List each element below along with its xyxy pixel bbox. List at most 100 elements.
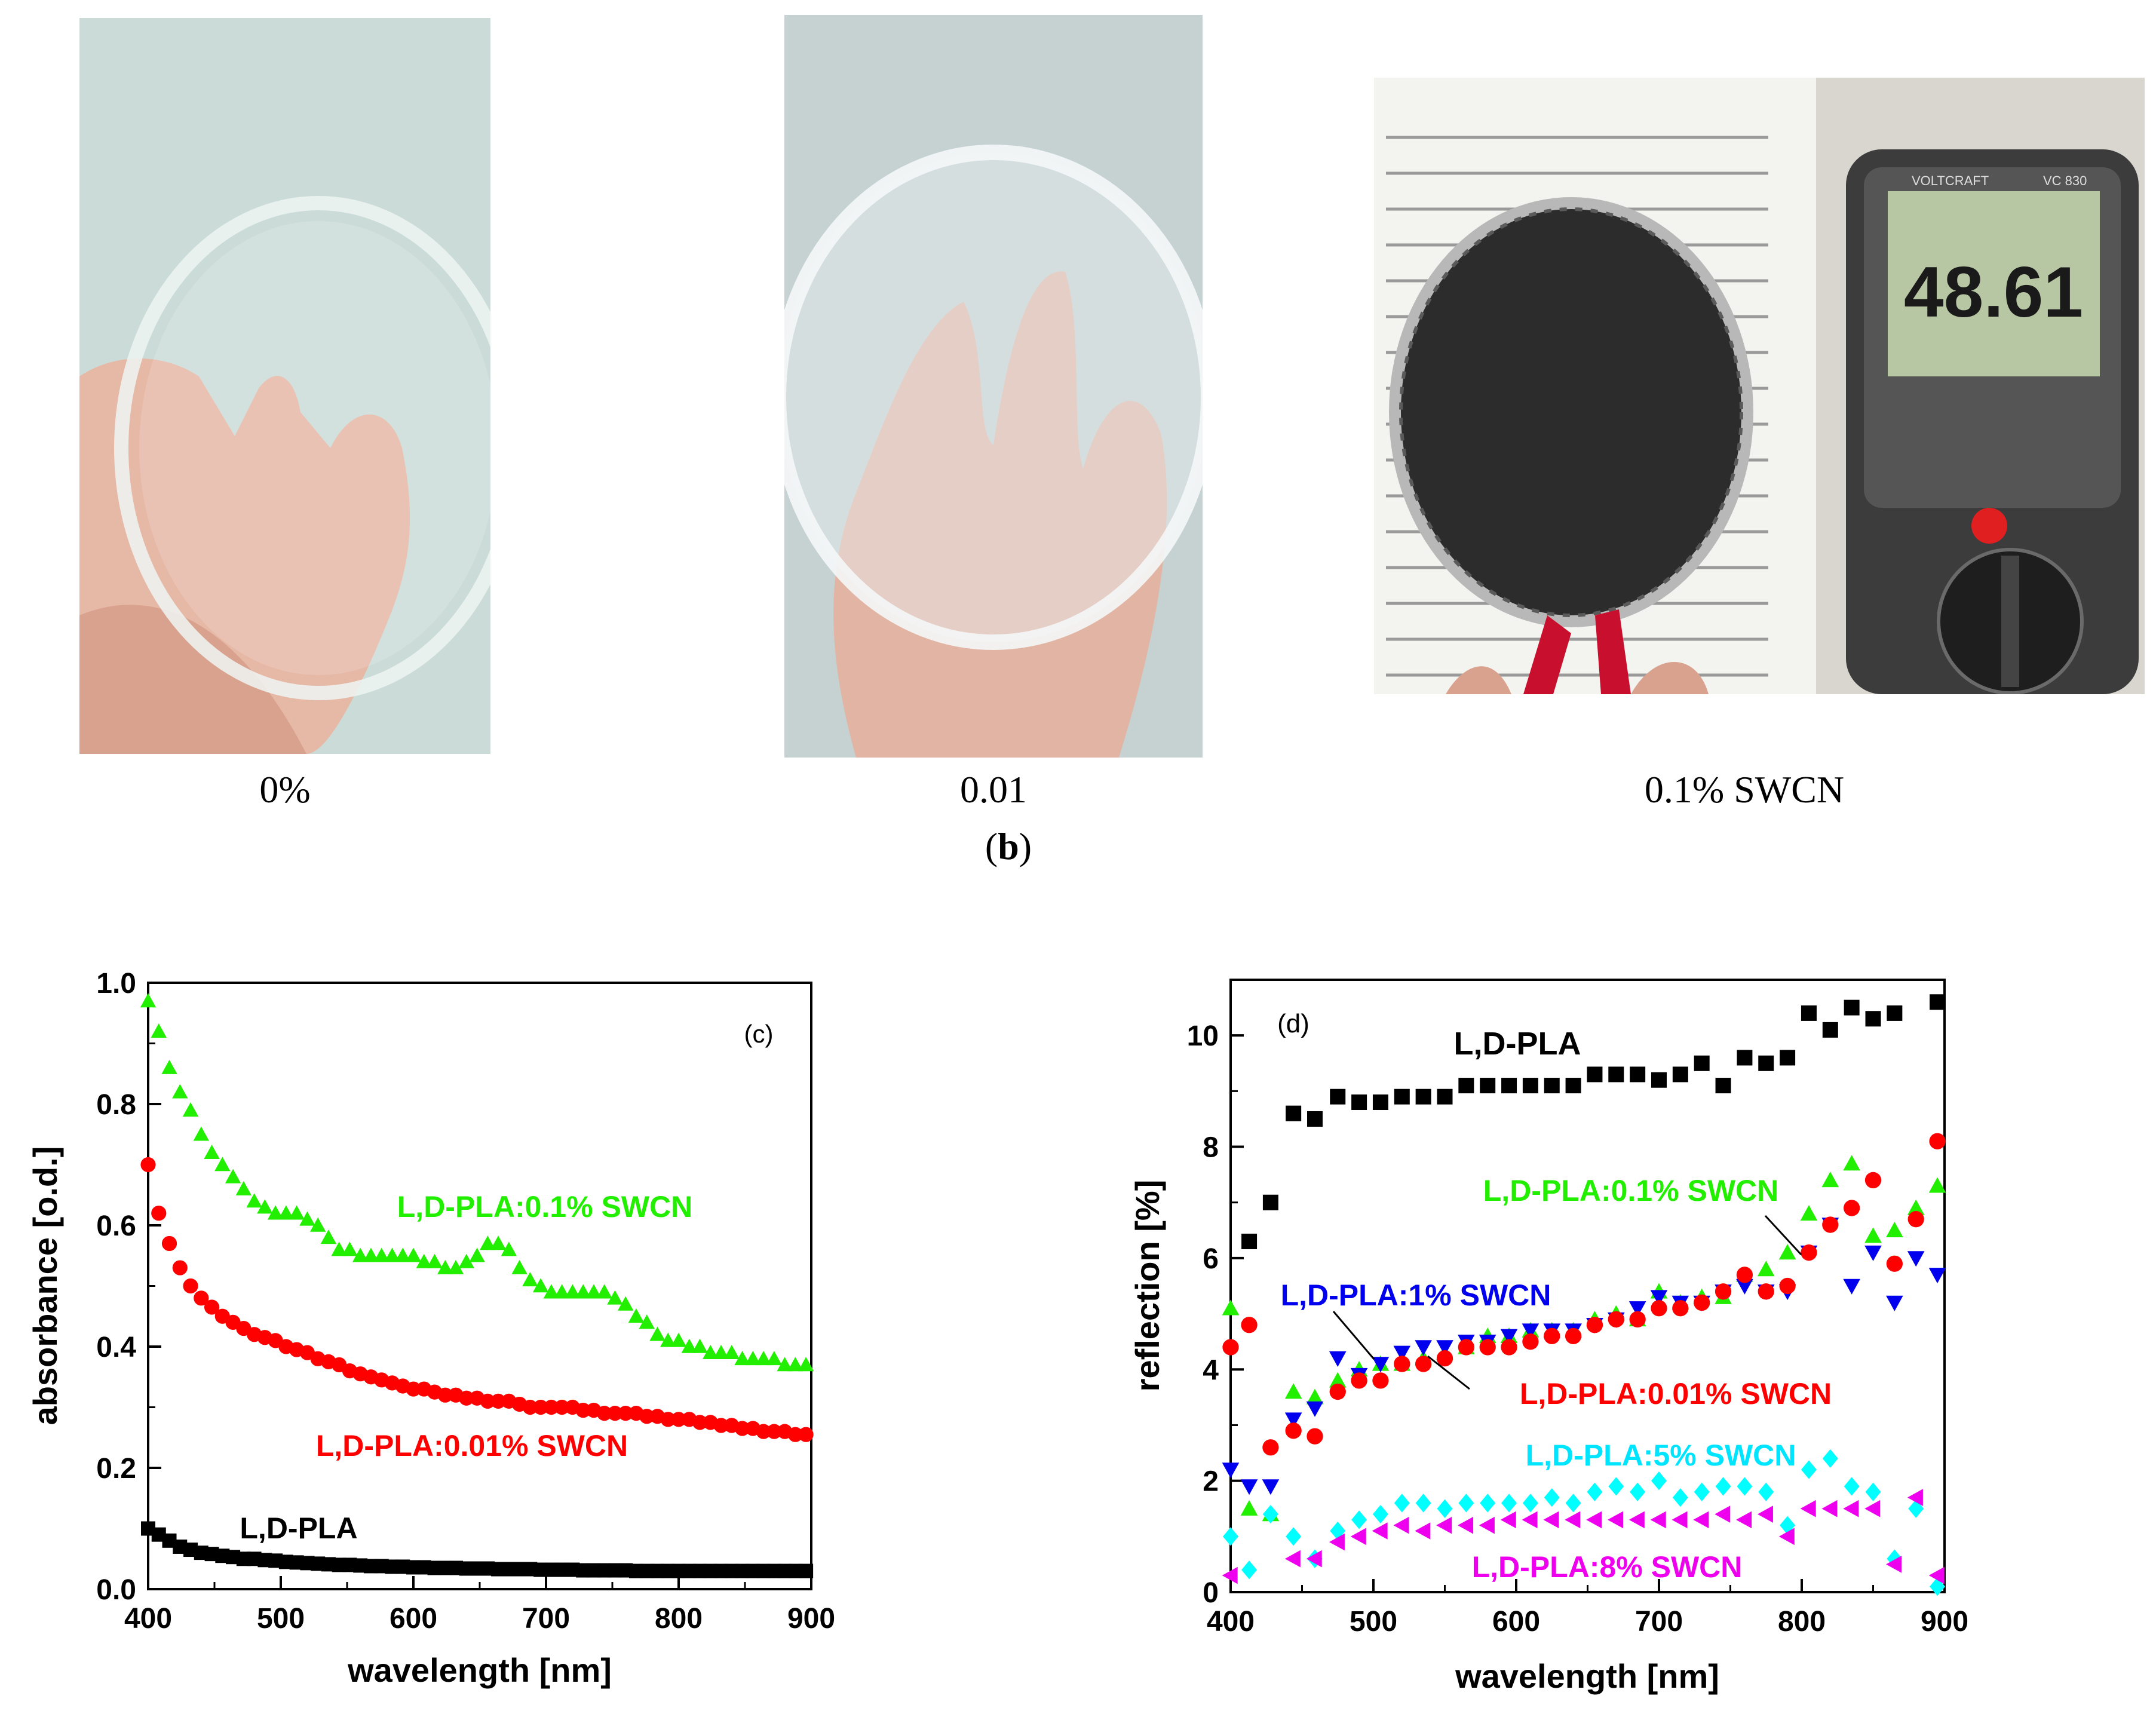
chart-d-pointer-1-swcn	[1332, 1311, 1375, 1360]
data-point	[1241, 1560, 1258, 1580]
data-point	[713, 1418, 729, 1433]
data-point	[1437, 1089, 1453, 1105]
data-point	[1886, 1255, 1903, 1272]
data-point	[1436, 1516, 1452, 1534]
panel-label-b: (b)	[964, 824, 1053, 869]
data-point	[1394, 1494, 1410, 1513]
data-point	[1372, 1372, 1389, 1389]
data-point	[1865, 1011, 1881, 1027]
data-point	[1672, 1511, 1688, 1529]
data-point	[1608, 1477, 1624, 1496]
data-point	[1800, 1500, 1816, 1517]
data-point	[671, 1412, 686, 1427]
photo-caption-0-01: 0.01	[960, 768, 1027, 811]
chart-d-label-5-swcn: L,D-PLA:5% SWCN	[1526, 1439, 1796, 1472]
data-point	[1480, 1494, 1496, 1513]
chart-d-pointer-001-swcn	[1427, 1355, 1470, 1390]
data-point	[225, 1169, 241, 1183]
data-point	[1586, 1511, 1602, 1529]
data-point	[1736, 1278, 1753, 1295]
series-l-d-pla-8-swcn	[1222, 1489, 1945, 1584]
data-point	[1307, 1428, 1323, 1445]
data-point	[766, 1351, 783, 1366]
data-point	[1907, 1489, 1923, 1506]
data-point	[585, 1284, 602, 1299]
data-point	[1928, 1177, 1946, 1193]
data-point	[1928, 1268, 1946, 1284]
data-point	[490, 1393, 506, 1409]
data-point	[1928, 1566, 1945, 1584]
data-point	[352, 1247, 369, 1262]
chart-absorbance: 400 500 600 700 800 900 0.0 0.2 0.4 0.6 0.8 1.0 (c)…	[26, 968, 835, 1689]
chart-d-label-ldpla: L,D-PLA	[1454, 1026, 1581, 1062]
chart-c-xlabel: wavelength [nm]	[347, 1651, 612, 1689]
data-point	[681, 1338, 697, 1353]
data-point	[1223, 1527, 1238, 1546]
data-point	[1586, 1317, 1603, 1333]
data-point	[459, 1390, 474, 1406]
data-point	[628, 1308, 645, 1323]
data-point	[172, 1260, 188, 1276]
data-point	[1543, 1511, 1559, 1529]
data-point	[299, 1211, 315, 1226]
data-point	[1672, 1300, 1689, 1317]
data-point	[1240, 1479, 1258, 1495]
data-point	[1458, 1339, 1475, 1356]
meter-brand: VOLTCRAFT	[1912, 173, 1989, 188]
data-point	[1393, 1516, 1409, 1534]
data-point	[522, 1272, 538, 1287]
data-point	[1907, 1251, 1925, 1267]
data-point	[1822, 1449, 1838, 1468]
data-point	[1415, 1522, 1431, 1540]
data-point	[1736, 1511, 1752, 1529]
data-point	[1651, 1471, 1667, 1491]
data-point	[140, 1157, 156, 1173]
data-point	[1822, 1022, 1838, 1038]
y-tick-label: 0	[1203, 1577, 1219, 1609]
data-point	[532, 1278, 549, 1293]
data-point	[1436, 1340, 1453, 1356]
data-point	[204, 1145, 220, 1159]
data-point	[1757, 1261, 1775, 1277]
data-point	[798, 1357, 814, 1372]
y-tick-label: 0.2	[96, 1453, 136, 1485]
x-tick-label: 500	[1350, 1606, 1397, 1638]
data-point	[1693, 1511, 1709, 1529]
x-tick-label: 800	[655, 1603, 703, 1635]
data-point	[1501, 1339, 1517, 1356]
data-point	[1864, 1172, 1882, 1189]
y-tick-label: 2	[1203, 1466, 1219, 1498]
data-point	[692, 1338, 708, 1353]
data-point	[1929, 1133, 1946, 1149]
data-point	[1930, 994, 1946, 1010]
chart-d-ylabel: reflection [%]	[1128, 1180, 1166, 1392]
data-point	[1329, 1533, 1345, 1551]
data-point	[1843, 1500, 1859, 1517]
data-point	[480, 1393, 495, 1409]
data-point	[660, 1332, 676, 1347]
data-point	[1501, 1078, 1517, 1094]
data-point	[522, 1399, 538, 1415]
data-point	[309, 1217, 326, 1232]
data-point	[1500, 1329, 1518, 1345]
data-point	[320, 1230, 337, 1244]
photo-0-1-percent-swcn-drawing: 48.61 VOLTCRAFT VC 830	[1374, 78, 2145, 694]
data-point	[183, 1278, 198, 1294]
data-point	[1800, 1205, 1818, 1221]
data-point	[1587, 1482, 1603, 1501]
data-point	[544, 1399, 559, 1415]
data-point	[1522, 1511, 1538, 1529]
x-tick-label: 400	[1207, 1606, 1255, 1638]
data-point	[416, 1253, 432, 1268]
data-point	[1628, 1301, 1646, 1317]
chart-d-label-1-swcn: L,D-PLA:1% SWCN	[1281, 1278, 1551, 1312]
chart-d-panel-label: (d)	[1277, 1009, 1309, 1038]
data-point	[1350, 1528, 1366, 1546]
data-point	[1372, 1504, 1388, 1524]
data-point	[1844, 999, 1860, 1016]
data-point	[597, 1406, 612, 1421]
data-point	[1672, 1488, 1688, 1507]
data-point	[543, 1284, 560, 1299]
data-point	[649, 1326, 665, 1341]
photo-0-01-percent	[784, 15, 1203, 758]
